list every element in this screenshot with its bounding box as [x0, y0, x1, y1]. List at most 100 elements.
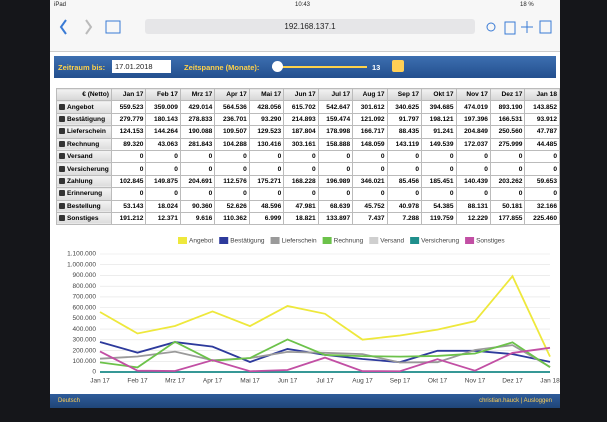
row-label-cell: Erinnerung	[57, 188, 112, 200]
cell: 59.653	[525, 175, 560, 187]
checkbox[interactable]	[59, 190, 65, 196]
cell: 133.897	[318, 212, 352, 224]
legend-label: Bestätigung	[230, 238, 265, 245]
cell: 149.875	[146, 175, 180, 187]
cell: 149.539	[422, 138, 456, 150]
y-tick-label: 0	[92, 369, 96, 376]
legend-swatch	[369, 237, 378, 244]
y-tick-label: 300.000	[73, 337, 97, 344]
chart-button[interactable]	[392, 60, 404, 72]
cell: 48.596	[249, 200, 283, 212]
cell: 346.021	[353, 175, 387, 187]
row-label: Versand	[67, 153, 93, 160]
row-label: Zahlung	[67, 178, 93, 185]
checkbox[interactable]	[59, 215, 65, 221]
cell: 0	[180, 150, 214, 162]
cell: 0	[353, 188, 387, 200]
legend-label: Rechnung	[334, 238, 364, 245]
cell: 0	[387, 188, 421, 200]
cell: 0	[353, 150, 387, 162]
cell: 0	[111, 150, 145, 162]
footer: Deutsch christian.hauck | Ausloggen	[50, 394, 560, 408]
row-label: Bestellung	[67, 203, 101, 210]
legend-swatch	[178, 237, 187, 244]
cell: 204.691	[180, 175, 214, 187]
cell: 190.088	[180, 126, 214, 138]
cell: 0	[490, 150, 524, 162]
checkbox[interactable]	[59, 128, 65, 134]
cell: 0	[215, 163, 249, 175]
checkbox[interactable]	[59, 178, 65, 184]
cell: 198.121	[422, 113, 456, 125]
legend-label: Angebot	[189, 238, 213, 245]
slider-thumb[interactable]	[272, 61, 283, 72]
header-cell: Jan 18	[525, 89, 560, 101]
row-label: Rechnung	[67, 141, 99, 148]
cell: 428.056	[249, 101, 283, 113]
checkbox[interactable]	[59, 153, 65, 159]
x-tick-label: Dez 17	[502, 378, 523, 385]
series-line	[100, 345, 550, 367]
cell: 203.262	[490, 175, 524, 187]
y-tick-label: 200.000	[73, 347, 97, 354]
cell: 303.161	[284, 138, 318, 150]
x-tick-label: Jul 17	[316, 378, 334, 385]
cell: 0	[284, 150, 318, 162]
row-label: Versicherung	[67, 166, 109, 173]
cell: 130.416	[249, 138, 283, 150]
cell: 250.560	[490, 126, 524, 138]
row-label: Angebot	[67, 104, 94, 111]
checkbox[interactable]	[59, 116, 65, 122]
cell: 0	[525, 150, 560, 162]
cell: 88.131	[456, 200, 490, 212]
row-label-cell: Versicherung	[57, 163, 112, 175]
user-links[interactable]: christian.hauck | Ausloggen	[479, 398, 552, 404]
x-tick-label: Mai 17	[240, 378, 260, 385]
checkbox[interactable]	[59, 141, 65, 147]
cell: 85.456	[387, 175, 421, 187]
checkbox[interactable]	[59, 104, 65, 110]
cell: 119.759	[422, 212, 456, 224]
url-field[interactable]: 192.168.137.1	[145, 19, 475, 34]
checkbox[interactable]	[59, 203, 65, 209]
cell: 7.437	[353, 212, 387, 224]
cell: 32.166	[525, 200, 560, 212]
legend-label: Lieferschein	[282, 238, 317, 245]
cell: 0	[180, 188, 214, 200]
cell: 121.092	[353, 113, 387, 125]
cell: 0	[146, 188, 180, 200]
cell: 542.647	[318, 101, 352, 113]
header-cell: Jan 17	[111, 89, 145, 101]
legend-label: Versand	[380, 238, 404, 245]
cell: 44.485	[525, 138, 560, 150]
date-input[interactable]: 17.01.2018	[112, 60, 171, 73]
span-label: Zeitspanne (Monate):	[184, 63, 259, 72]
cell: 340.625	[387, 101, 421, 113]
chart: 0100.000200.000300.000400.000500.000600.…	[50, 232, 560, 392]
cell: 9.616	[180, 212, 214, 224]
row-label-cell: Rechnung	[57, 138, 112, 150]
cell: 0	[456, 163, 490, 175]
cell: 91.797	[387, 113, 421, 125]
checkbox[interactable]	[59, 166, 65, 172]
header-cell: Apr 17	[215, 89, 249, 101]
cell: 0	[318, 163, 352, 175]
x-tick-label: Jun 17	[278, 378, 298, 385]
language[interactable]: Deutsch	[58, 398, 80, 404]
cell: 68.639	[318, 200, 352, 212]
row-label-cell: Bestätigung	[57, 113, 112, 125]
cell: 47.981	[284, 200, 318, 212]
table-row: Bestellung53.14318.02490.36052.62648.596…	[57, 200, 560, 212]
y-tick-label: 700.000	[73, 294, 97, 301]
cell: 893.190	[490, 101, 524, 113]
cell: 90.360	[180, 200, 214, 212]
legend-swatch	[219, 237, 228, 244]
cell: 143.119	[387, 138, 421, 150]
cell: 12.229	[456, 212, 490, 224]
header-cell: Feb 17	[146, 89, 180, 101]
